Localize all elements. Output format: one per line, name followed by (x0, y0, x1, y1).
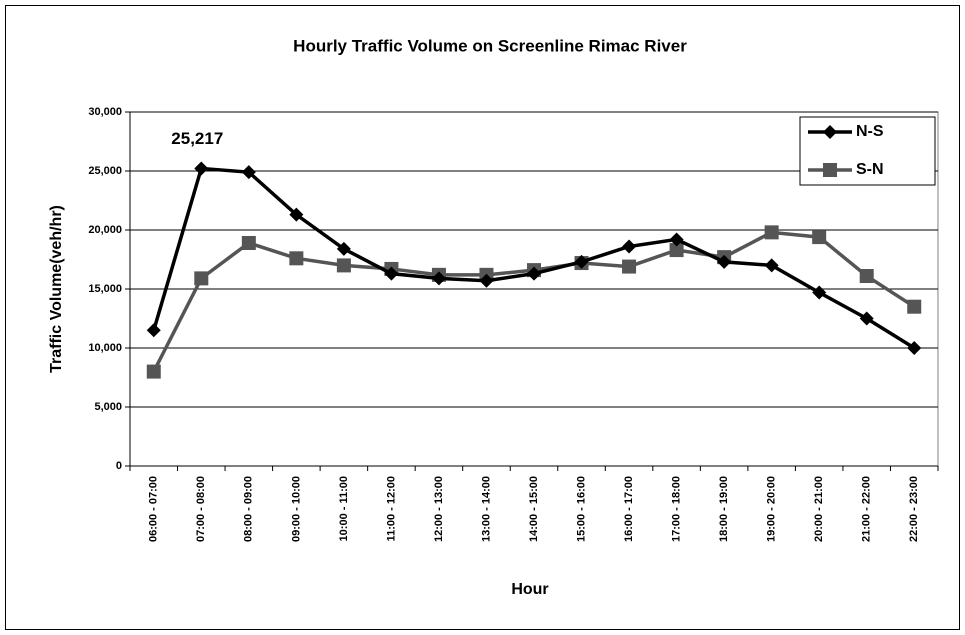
x-tick-label: 18:00 - 19:00 (718, 476, 730, 542)
x-tick-label: 12:00 - 13:00 (433, 476, 445, 542)
x-tick-label: 19:00 - 20:00 (766, 476, 778, 542)
y-tick-label: 20,000 (88, 224, 122, 236)
data-point (717, 254, 732, 269)
x-tick-label: 20:00 - 21:00 (813, 476, 825, 542)
y-tick-label: 30,000 (88, 106, 122, 118)
y-tick-label: 25,000 (88, 165, 122, 177)
data-point (622, 239, 637, 254)
x-tick-label: 14:00 - 15:00 (528, 476, 540, 542)
legend-box (799, 116, 936, 186)
data-label: 25,217 (171, 129, 223, 148)
chart-title: Hourly Traffic Volume on Screenline Rima… (293, 36, 687, 55)
data-point (812, 285, 827, 300)
x-tick-label: 11:00 - 12:00 (385, 476, 397, 541)
x-tick-label: 16:00 - 17:00 (623, 476, 635, 542)
legend-marker (823, 163, 837, 177)
data-point (669, 232, 684, 247)
x-tick-label: 10:00 - 11:00 (338, 476, 350, 541)
x-axis-label: Hour (511, 581, 548, 598)
data-point (384, 266, 399, 281)
y-tick-label: 15,000 (88, 283, 122, 295)
data-point (764, 258, 779, 273)
data-point (527, 266, 541, 281)
x-tick-label: 07:00 - 08:00 (195, 476, 207, 542)
legend-label: N-S (856, 123, 884, 140)
y-axis-label: Traffic Volume(veh/hr) (48, 205, 65, 373)
data-point (431, 271, 446, 286)
data-point (146, 323, 161, 338)
y-tick-label: 5,000 (94, 401, 122, 413)
data-point (241, 235, 256, 250)
x-tick-label: 09:00 - 10:00 (290, 476, 302, 542)
data-point (289, 207, 304, 222)
data-point (764, 225, 779, 240)
data-point (241, 165, 256, 180)
x-tick-label: 15:00 - 16:00 (575, 476, 587, 542)
data-point (289, 251, 304, 266)
data-point (859, 311, 874, 326)
data-point (669, 243, 684, 258)
x-tick-label: 22:00 - 23:00 (908, 476, 920, 542)
data-point (622, 259, 637, 274)
x-tick-label: 13:00 - 14:00 (480, 476, 492, 542)
data-point (907, 341, 922, 355)
y-tick-label: 10,000 (88, 342, 122, 354)
data-point (907, 299, 922, 314)
data-point (859, 269, 874, 284)
data-point (479, 273, 494, 288)
data-point (812, 230, 827, 245)
data-point (574, 254, 589, 269)
x-tick-label: 06:00 - 07:00 (148, 476, 160, 542)
y-tick-label: 0 (116, 460, 122, 472)
data-point (336, 241, 351, 256)
x-tick-label: 21:00 - 22:00 (861, 476, 873, 542)
legend-marker (823, 125, 837, 139)
data-point (194, 271, 209, 286)
x-tick-label: 08:00 - 09:00 (243, 476, 255, 542)
x-tick-label: 17:00 - 18:00 (670, 476, 682, 542)
data-point (146, 364, 161, 379)
data-point (194, 161, 209, 176)
data-point (336, 258, 351, 273)
legend-label: S-N (856, 161, 884, 178)
